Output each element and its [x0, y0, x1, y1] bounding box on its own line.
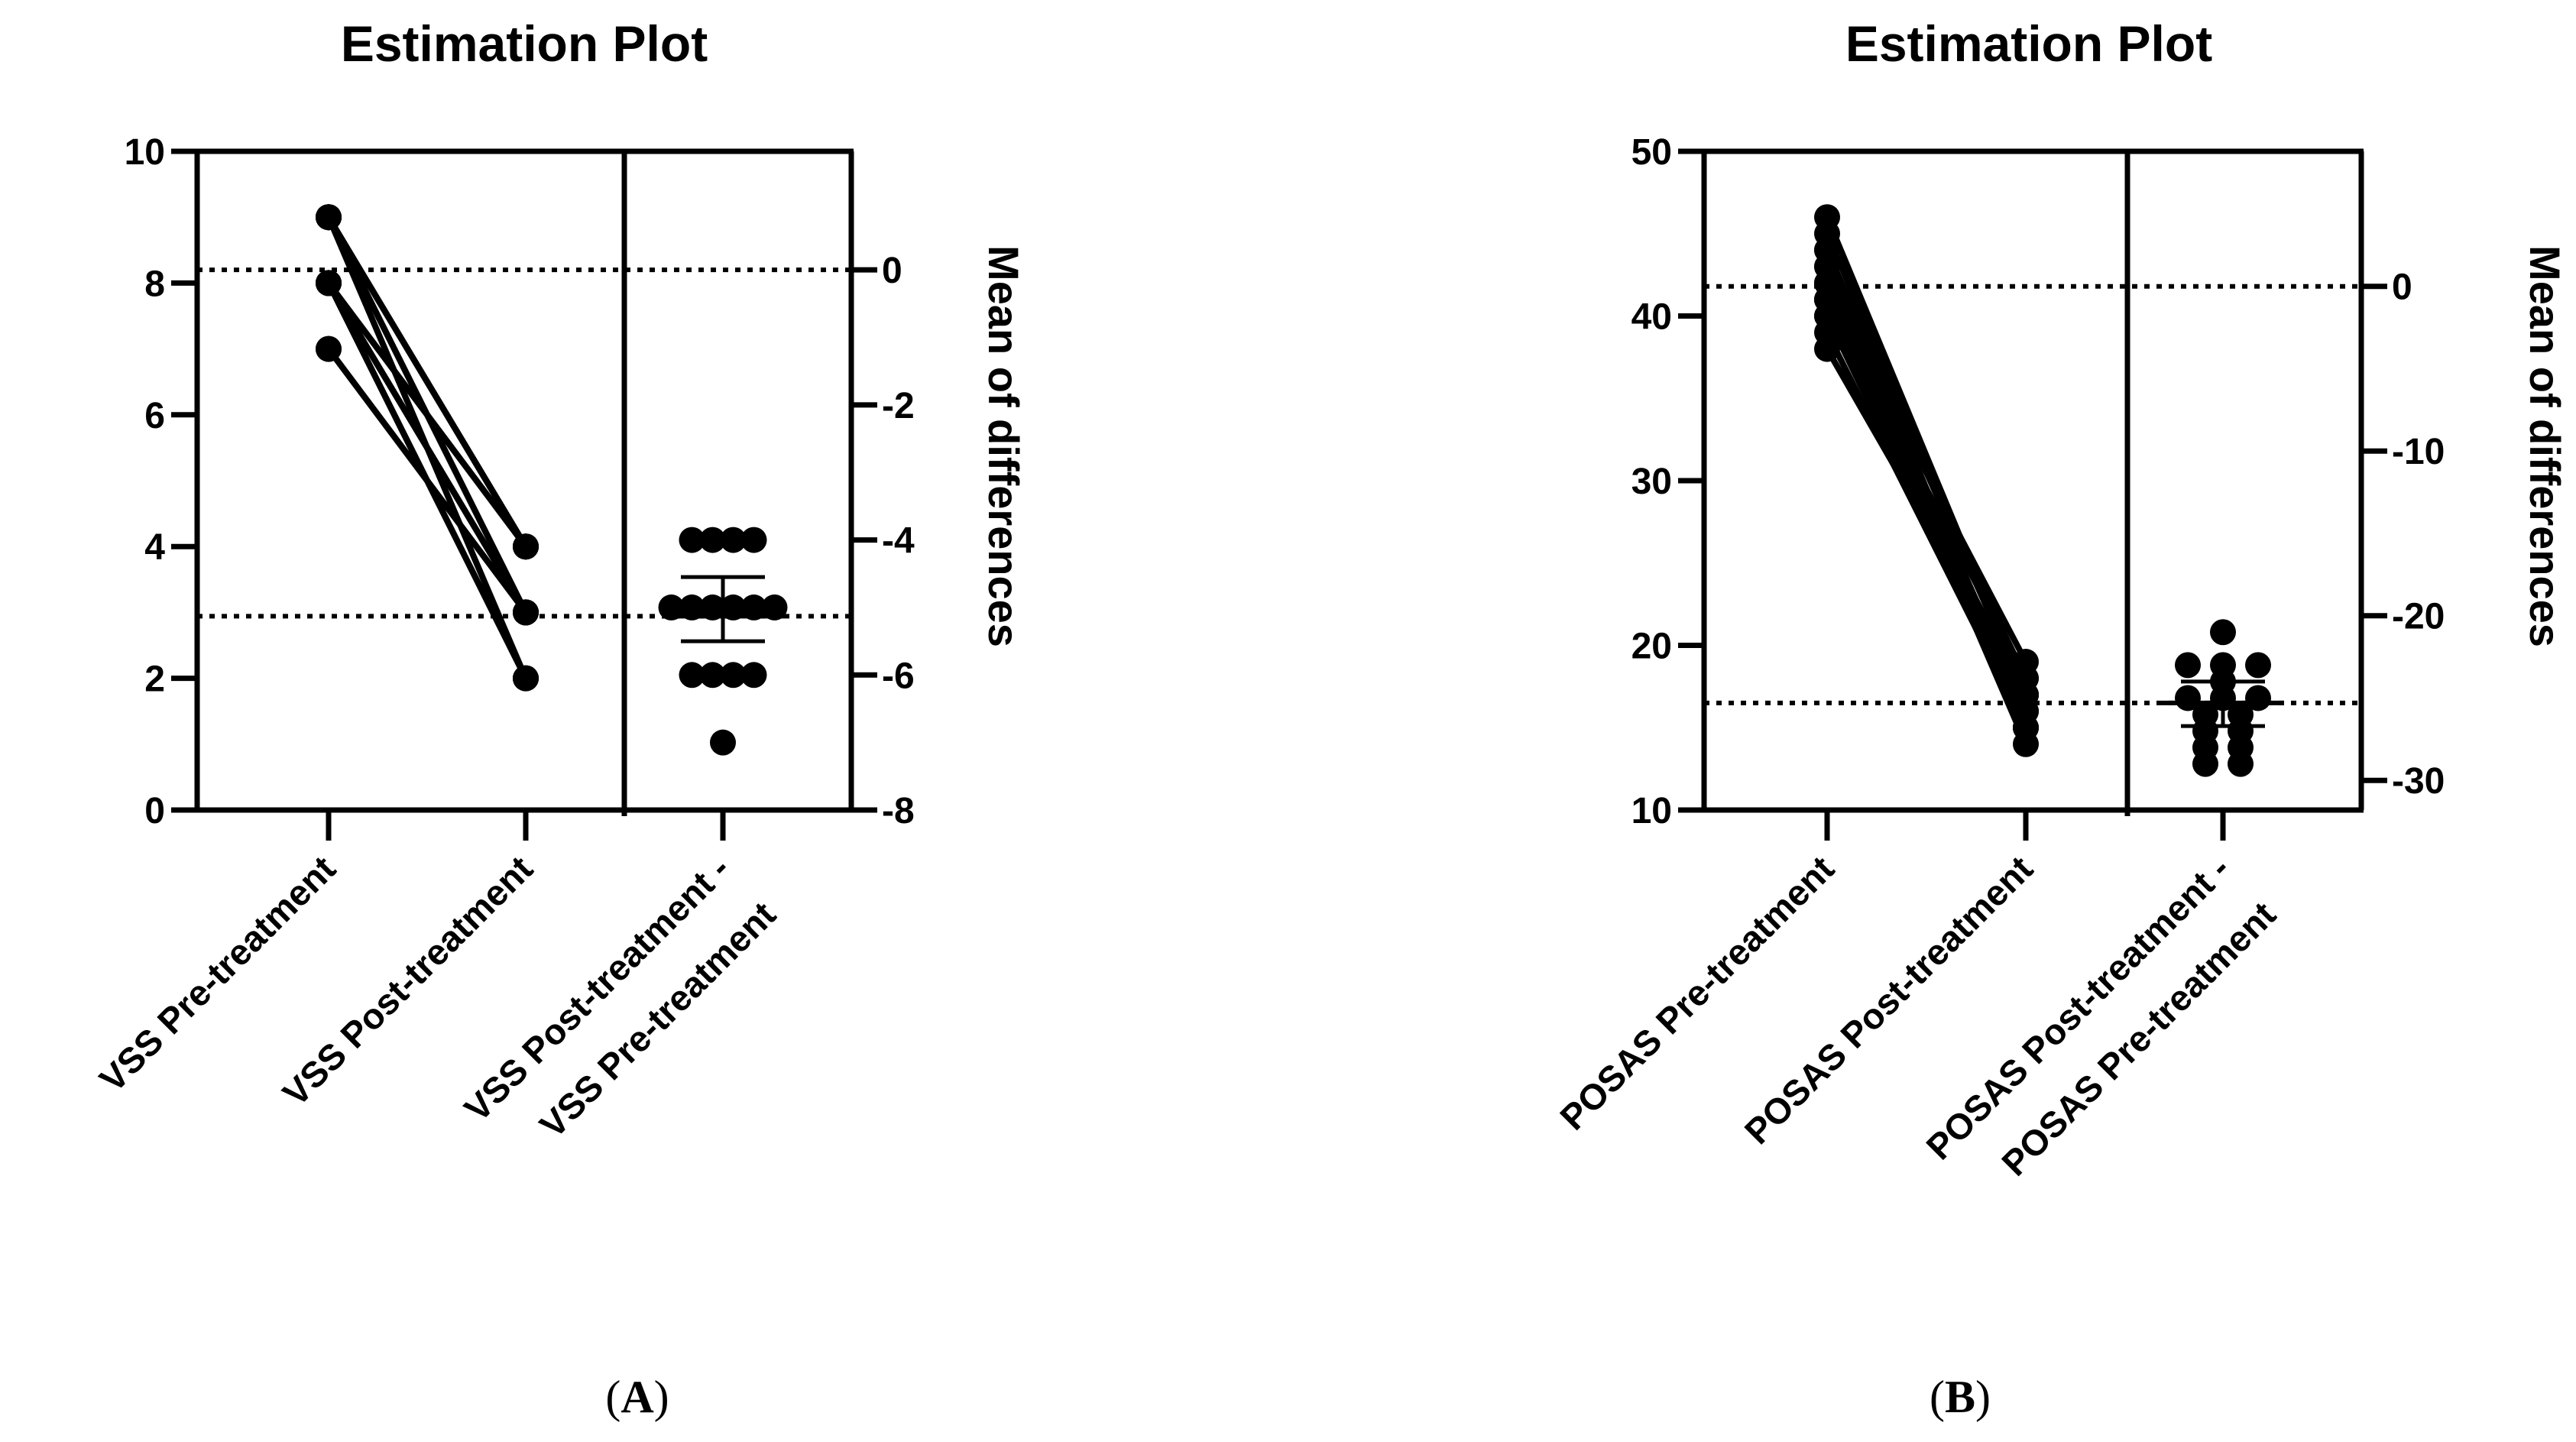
y2-tick-label: -30 — [2392, 761, 2445, 802]
y2-tick-label: -4 — [882, 521, 915, 562]
difference-point — [679, 662, 705, 689]
pre-point — [316, 204, 342, 231]
chart-title: Estimation Plot — [1845, 15, 2212, 72]
y-tick-label: 4 — [144, 527, 165, 568]
post-point — [2013, 715, 2039, 741]
difference-point — [2228, 750, 2254, 777]
difference-point — [699, 662, 726, 689]
y2-axis-label: Mean of differences — [2521, 245, 2569, 647]
pre-point — [316, 270, 342, 297]
y-tick-label: 40 — [1631, 297, 1672, 338]
post-point — [513, 533, 539, 560]
y-tick-label: 10 — [125, 132, 165, 173]
pre-point — [316, 335, 342, 362]
paired-line — [1824, 281, 2029, 746]
y2-tick-label: 0 — [2392, 267, 2412, 308]
post-point — [2013, 682, 2039, 708]
y-tick-label: 30 — [1631, 462, 1672, 502]
caption-letter: B — [1945, 1372, 1975, 1422]
y-tick-label: 10 — [1631, 791, 1672, 831]
pre-point — [1814, 204, 1840, 231]
post-point — [513, 599, 539, 626]
pre-point — [1814, 237, 1840, 264]
y2-tick-label: -2 — [882, 386, 915, 426]
paired-line — [326, 215, 529, 549]
difference-point — [710, 729, 736, 756]
difference-point — [720, 662, 747, 689]
y-tick-label: 0 — [144, 791, 165, 831]
paired-line — [326, 215, 529, 680]
y-tick-label: 8 — [144, 264, 165, 304]
y-tick-label: 20 — [1631, 627, 1672, 667]
panel-caption: (A) — [605, 1372, 669, 1422]
paired-line — [1824, 248, 2029, 729]
paired-line — [1824, 215, 2029, 696]
post-point — [513, 665, 539, 692]
panel-caption: (B) — [1930, 1372, 1991, 1422]
chart-title: Estimation Plot — [341, 15, 708, 72]
difference-point — [2210, 619, 2236, 646]
difference-point — [740, 662, 767, 689]
y2-tick-label: 0 — [882, 251, 902, 291]
difference-point — [2245, 652, 2271, 679]
y2-tick-label: -20 — [2392, 597, 2445, 637]
difference-point — [740, 527, 767, 553]
difference-point — [2192, 750, 2218, 777]
y2-tick-label: -8 — [882, 791, 915, 831]
difference-point — [720, 527, 747, 553]
y-tick-label: 2 — [144, 659, 165, 700]
pre-point — [1814, 270, 1840, 297]
y2-tick-label: -10 — [2392, 432, 2445, 472]
y2-axis-label: Mean of differences — [980, 245, 1028, 647]
panel-b: Estimation Plot (B) 10 20 30 40 50 0 -10 -20 -30… — [1552, 15, 2569, 1422]
difference-point — [699, 527, 726, 553]
panel-a: Estimation Plot (A) 0 2 4 6 8 10 0 -2 -4 -6 -8 Mean… — [92, 15, 1028, 1422]
y-tick-label: 6 — [144, 396, 165, 436]
paired-line — [326, 215, 529, 614]
paired-line — [326, 281, 529, 680]
y-tick-label: 50 — [1631, 132, 1672, 173]
difference-point — [679, 527, 705, 553]
caption-letter: A — [621, 1372, 653, 1422]
y2-tick-label: -6 — [882, 656, 915, 696]
difference-point — [2175, 652, 2201, 679]
